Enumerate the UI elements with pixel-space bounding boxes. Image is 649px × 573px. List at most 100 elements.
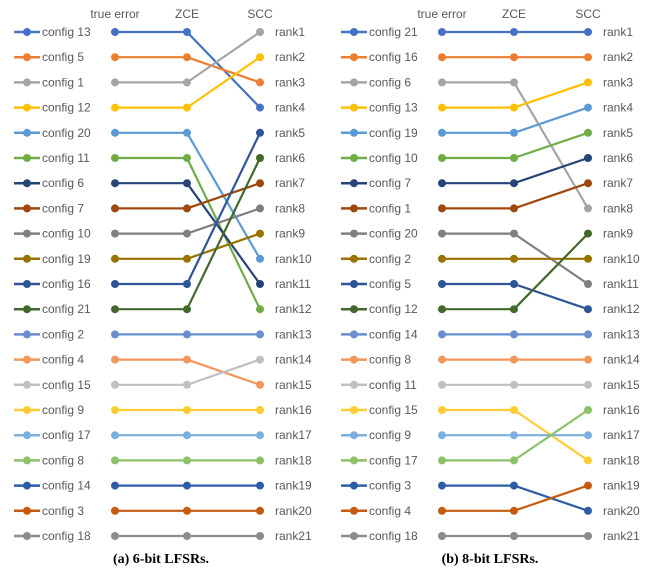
data-point — [438, 128, 446, 137]
rank-label: rank12 — [275, 302, 312, 316]
rank-label: rank6 — [275, 151, 305, 165]
data-point — [584, 280, 592, 288]
data-point — [183, 431, 191, 440]
data-point — [584, 506, 592, 515]
rank-label: rank2 — [275, 50, 305, 64]
rank-label: rank20 — [275, 504, 312, 518]
series-config-13: config 13 — [14, 25, 264, 112]
data-point — [584, 431, 592, 440]
series-line-segment — [186, 132, 261, 285]
legend-key-marker — [23, 355, 31, 364]
data-point — [256, 154, 264, 162]
legend-key-marker — [23, 154, 31, 162]
series-config-1: config 1 — [14, 28, 264, 89]
rank-label: rank4 — [275, 101, 305, 115]
rank-label: rank17 — [275, 428, 312, 442]
rank-label: rank9 — [275, 227, 305, 241]
rank-label: rank13 — [603, 327, 640, 341]
legend-key-marker — [23, 456, 31, 465]
data-point — [584, 254, 592, 263]
data-point — [183, 28, 191, 36]
data-point — [584, 28, 592, 36]
rank-label: rank13 — [275, 327, 312, 341]
data-point — [111, 53, 119, 62]
series-label: config 15 — [369, 403, 418, 417]
series-label: config 16 — [42, 277, 91, 291]
data-point — [510, 406, 518, 414]
data-point — [183, 532, 191, 540]
data-point — [111, 229, 119, 238]
series-config-3: config 3 — [14, 504, 264, 518]
data-point — [510, 280, 518, 288]
data-point — [111, 380, 119, 389]
series-label: config 2 — [369, 252, 411, 266]
series-config-12: config 12 — [341, 229, 592, 316]
legend-key-marker — [23, 330, 31, 339]
data-point — [183, 406, 191, 414]
legend-key-marker — [350, 179, 358, 188]
legend-key-marker — [350, 204, 358, 213]
data-point — [438, 229, 446, 238]
data-point — [256, 254, 264, 263]
series-label: config 10 — [369, 151, 418, 165]
legend-key-marker — [23, 254, 31, 263]
data-point — [438, 380, 446, 389]
series-config-21: config 21 — [341, 25, 592, 39]
rank-label: rank3 — [603, 75, 633, 89]
data-point — [256, 280, 264, 288]
series-label: config 7 — [369, 176, 411, 190]
data-point — [584, 204, 592, 213]
rank-label: rank14 — [603, 353, 640, 367]
data-point — [183, 380, 191, 389]
series-config-7: config 7 — [14, 179, 264, 215]
data-point — [111, 254, 119, 263]
series-label: config 14 — [42, 479, 91, 493]
data-point — [438, 204, 446, 213]
column-header: ZCE — [502, 7, 526, 21]
rank-label: rank8 — [603, 201, 633, 215]
series-line-segment — [513, 409, 589, 462]
series-line-segment — [513, 131, 589, 160]
data-point — [183, 179, 191, 188]
data-point — [256, 204, 264, 213]
data-point — [111, 280, 119, 288]
panel-caption: (a) 6-bit LFSRs. — [113, 552, 209, 567]
data-point — [584, 355, 592, 364]
series-config-14: config 14 — [341, 327, 592, 341]
series-config-19: config 19 — [14, 229, 264, 266]
series-config-15: config 15 — [14, 355, 264, 392]
data-point — [111, 305, 119, 314]
series-config-16: config 16 — [341, 50, 592, 64]
series-line-segment — [513, 106, 589, 134]
legend-key-marker — [23, 481, 31, 490]
series-line-segment — [513, 484, 589, 512]
series-label: config 4 — [369, 504, 411, 518]
data-point — [183, 204, 191, 213]
data-point — [510, 305, 518, 314]
series-label: config 8 — [369, 353, 411, 367]
data-point — [510, 355, 518, 364]
data-point — [111, 330, 119, 339]
data-point — [510, 179, 518, 188]
data-point — [256, 128, 264, 137]
rank-label: rank3 — [275, 75, 305, 89]
series-label: config 20 — [369, 227, 418, 241]
data-point — [584, 78, 592, 87]
series-config-13: config 13 — [341, 78, 592, 115]
legend-key-marker — [350, 456, 358, 465]
series-label: config 19 — [369, 126, 418, 140]
data-point — [183, 254, 191, 263]
series-config-21: config 21 — [14, 154, 264, 316]
data-point — [183, 481, 191, 490]
series-config-5: config 5 — [341, 277, 592, 314]
data-point — [438, 254, 446, 263]
series-line-segment — [186, 232, 261, 260]
data-point — [438, 481, 446, 490]
data-point — [111, 481, 119, 490]
data-point — [256, 380, 264, 389]
legend-key-marker — [350, 78, 358, 87]
series-config-17: config 17 — [14, 428, 264, 442]
data-point — [256, 179, 264, 188]
